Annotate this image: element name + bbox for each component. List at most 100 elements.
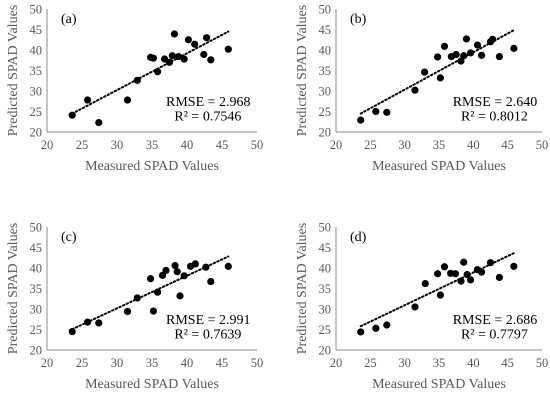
x-tick-label: 30	[111, 138, 124, 152]
panel-c: 20 25 30 35 40 45 50 20 25 30 35 40 45 50 Measured SPA…	[6, 221, 263, 393]
data-point	[171, 261, 179, 270]
y-tick-label: 40	[319, 262, 332, 276]
y-tick-label: 25	[30, 323, 43, 337]
x-tick-label: 20	[41, 356, 54, 370]
data-point	[84, 318, 92, 326]
trendline	[71, 30, 230, 115]
y-tick-label: 40	[30, 262, 43, 276]
rmse-label: RMSE = 2.686	[453, 313, 538, 328]
data-point	[440, 42, 449, 50]
panel-label: (a)	[61, 12, 77, 27]
data-point	[477, 51, 486, 59]
x-tick-label: 50	[251, 356, 264, 370]
y-tick-label: 20	[319, 126, 332, 140]
y-tick-label: 40	[30, 44, 43, 58]
data-point	[383, 321, 391, 329]
y-tick-label: 35	[30, 64, 43, 78]
y-axis-title: Predicted SPAD Values	[295, 5, 310, 136]
r-squared-label: R² = 0.7797	[461, 328, 528, 343]
data-point	[486, 259, 495, 267]
y-tick-label: 45	[30, 241, 43, 255]
y-tick-label: 20	[30, 344, 43, 358]
y-tick-label: 45	[319, 23, 332, 37]
x-tick-label: 25	[364, 138, 377, 152]
data-point	[357, 116, 365, 124]
data-point	[123, 307, 132, 316]
data-point	[133, 76, 141, 84]
data-point	[123, 96, 132, 104]
data-point	[84, 96, 92, 104]
x-tick-label: 30	[398, 356, 411, 370]
rmse-label: RMSE = 2.640	[453, 95, 538, 110]
x-axis-title: Measured SPAD Values	[85, 159, 219, 174]
y-tick-label: 45	[30, 23, 43, 37]
data-point	[473, 41, 482, 49]
data-point	[421, 279, 429, 288]
y-tick-label: 50	[319, 3, 332, 17]
data-point	[154, 68, 162, 76]
y-tick-label: 50	[319, 221, 332, 235]
data-point	[202, 263, 210, 271]
x-tick-label: 50	[536, 356, 549, 370]
rmse-label: RMSE = 2.991	[166, 313, 251, 328]
data-point	[510, 262, 518, 270]
data-point	[357, 328, 365, 336]
panel-label: (d)	[350, 230, 367, 245]
y-axis-title: Predicted SPAD Values	[295, 223, 310, 354]
data-point	[180, 272, 188, 280]
x-tick-label: 40	[467, 138, 480, 152]
x-tick-label: 45	[216, 356, 229, 370]
y-tick-label: 30	[319, 85, 332, 99]
panel-label: (c)	[61, 230, 77, 245]
data-point	[466, 49, 475, 57]
x-tick-label: 40	[467, 356, 480, 370]
data-point	[149, 54, 157, 62]
y-tick-label: 30	[319, 303, 332, 317]
data-point	[460, 258, 468, 266]
x-tick-label: 30	[398, 138, 411, 152]
y-axis-title: Predicted SPAD Values	[6, 223, 21, 354]
y-tick-label: 30	[30, 303, 43, 317]
data-point	[495, 273, 504, 282]
data-point	[224, 262, 232, 270]
y-tick-label: 25	[319, 105, 332, 119]
x-tick-label: 25	[76, 356, 89, 370]
x-tick-label: 35	[433, 356, 446, 370]
r-squared-label: R² = 0.7546	[174, 110, 241, 125]
data-point	[133, 294, 141, 302]
data-point	[200, 50, 208, 59]
data-point	[452, 50, 460, 59]
x-tick-label: 45	[216, 138, 229, 152]
data-point	[372, 107, 380, 116]
x-tick-label: 50	[251, 138, 264, 152]
r-squared-label: R² = 0.7639	[174, 328, 241, 343]
data-point	[95, 118, 103, 127]
data-point	[434, 53, 442, 61]
trendline	[71, 255, 230, 331]
data-point	[462, 35, 471, 43]
data-point	[149, 307, 157, 315]
x-tick-label: 45	[501, 138, 514, 152]
y-tick-label: 35	[30, 282, 43, 296]
y-tick-label: 35	[319, 64, 332, 78]
x-tick-label: 20	[330, 356, 343, 370]
y-tick-label: 40	[319, 44, 332, 58]
x-tick-label: 20	[41, 138, 54, 152]
data-point	[173, 268, 181, 276]
x-tick-label: 25	[76, 138, 89, 152]
x-axis-title: Measured SPAD Values	[372, 377, 506, 392]
data-point	[191, 260, 199, 268]
data-point	[466, 276, 475, 284]
y-tick-label: 35	[319, 282, 332, 296]
data-point	[510, 44, 518, 52]
y-tick-label: 50	[30, 3, 43, 17]
data-point	[147, 275, 155, 283]
y-tick-label: 25	[319, 323, 332, 337]
x-axis-title: Measured SPAD Values	[85, 377, 219, 392]
data-point	[495, 52, 504, 61]
x-tick-label: 50	[536, 138, 549, 152]
panel-b: 20 25 30 35 40 45 50 20 25 30 35 40 45 50 Measured SPA…	[295, 3, 548, 175]
data-point	[420, 68, 429, 76]
data-point	[165, 58, 174, 66]
panel-d: 20 25 30 35 40 45 50 20 25 30 35 40 45 50 Measured SPA…	[295, 221, 548, 393]
